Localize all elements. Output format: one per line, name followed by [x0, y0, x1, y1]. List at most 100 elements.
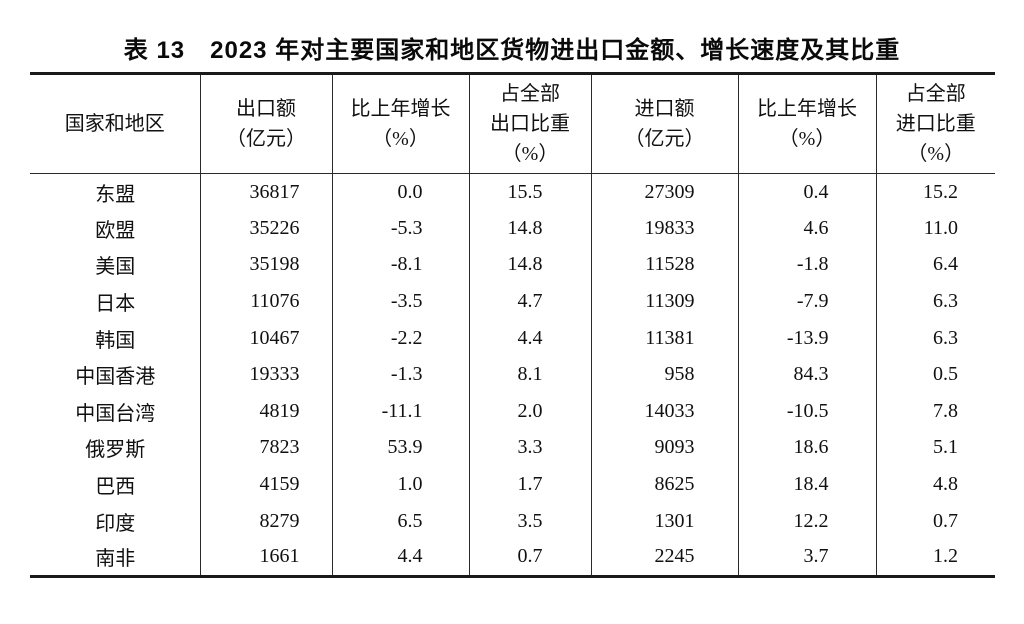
column-header-export-growth: 比上年增长 （%） [331, 73, 469, 174]
value-cell: 4159 [199, 466, 332, 503]
value-cell: 4.4 [468, 319, 591, 357]
value-cell: 11309 [590, 283, 738, 320]
table-header: 国家和地区 出口额 （亿元） 比上年增长 （%） 占全部 出口比重 （%） 进口额 （亿… [30, 73, 995, 174]
value-cell: 11076 [199, 283, 332, 320]
value-cell: 18.4 [737, 466, 876, 503]
value-cell: 1.2 [875, 539, 995, 577]
value-cell: 53.9 [331, 429, 469, 467]
column-header-country: 国家和地区 [30, 73, 200, 174]
value-cell: 0.5 [875, 356, 995, 394]
table-row: 南非 1661 4.4 0.7 2245 3.7 1.2 [30, 539, 995, 577]
value-cell: 3.3 [468, 429, 591, 467]
column-header-import: 进口额 （亿元） [590, 73, 738, 174]
country-cell: 巴西 [95, 476, 136, 499]
table-row: 美国 35198 -8.1 14.8 11528 -1.8 6.4 [30, 246, 995, 284]
value-cell: 35226 [199, 210, 332, 247]
column-header-export: 出口额 （亿元） [199, 73, 332, 174]
column-header-import-share: 占全部 进口比重 （%） [875, 73, 995, 174]
table-row: 韩国 10467 -2.2 4.4 11381 -13.9 6.3 [30, 319, 995, 357]
country-cell: 中国台湾 [75, 402, 156, 425]
table-row: 东盟 36817 0.0 15.5 27309 0.4 15.2 [30, 173, 995, 211]
value-cell: 18.6 [737, 429, 876, 467]
value-cell: 14.8 [468, 210, 591, 247]
country-cell: 韩国 [95, 329, 136, 352]
table-body: 东盟 36817 0.0 15.5 27309 0.4 15.2 欧盟 35226 -5.3 14.… [30, 173, 995, 577]
table-row: 欧盟 35226 -5.3 14.8 19833 4.6 11.0 [30, 210, 995, 247]
value-cell: -5.3 [331, 210, 469, 247]
value-cell: 10467 [199, 319, 332, 357]
value-cell: 7.8 [875, 393, 995, 430]
header-row: 国家和地区 出口额 （亿元） 比上年增长 （%） 占全部 出口比重 （%） 进口额 （亿… [30, 73, 995, 174]
value-cell: 7823 [199, 429, 332, 467]
value-cell: 15.2 [875, 173, 995, 211]
table-row: 巴西 4159 1.0 1.7 8625 18.4 4.8 [30, 466, 995, 503]
value-cell: 2.0 [468, 393, 591, 430]
country-cell: 美国 [95, 256, 136, 279]
value-cell: 8.1 [468, 356, 591, 394]
value-cell: 14.8 [468, 246, 591, 284]
value-cell: 14033 [590, 393, 738, 430]
value-cell: 3.5 [468, 502, 591, 540]
value-cell: 8625 [590, 466, 738, 503]
value-cell: 11381 [590, 319, 738, 357]
table-row: 日本 11076 -3.5 4.7 11309 -7.9 6.3 [30, 283, 995, 320]
value-cell: 15.5 [468, 173, 591, 211]
value-cell: -7.9 [737, 283, 876, 320]
country-cell: 俄罗斯 [85, 439, 146, 462]
table-row: 中国香港 19333 -1.3 8.1 958 84.3 0.5 [30, 356, 995, 394]
value-cell: 12.2 [737, 502, 876, 540]
value-cell: 19333 [199, 356, 332, 394]
table-row: 印度 8279 6.5 3.5 1301 12.2 0.7 [30, 502, 995, 540]
country-cell: 印度 [95, 512, 136, 535]
value-cell: 4.6 [737, 210, 876, 247]
value-cell: 84.3 [737, 356, 876, 394]
value-cell: 0.7 [468, 539, 591, 577]
value-cell: -3.5 [331, 283, 469, 320]
table-row: 俄罗斯 7823 53.9 3.3 9093 18.6 5.1 [30, 429, 995, 467]
value-cell: 1.7 [468, 466, 591, 503]
value-cell: 11.0 [875, 210, 995, 247]
value-cell: 5.1 [875, 429, 995, 467]
value-cell: 958 [590, 356, 738, 394]
table-caption: 表 13 2023 年对主要国家和地区货物进出口金额、增长速度及其比重 [123, 37, 901, 64]
value-cell: 36817 [199, 173, 332, 211]
value-cell: 4.8 [875, 466, 995, 503]
value-cell: 11528 [590, 246, 738, 284]
table-row: 中国台湾 4819 -11.1 2.0 14033 -10.5 7.8 [30, 393, 995, 430]
value-cell: 0.4 [737, 173, 876, 211]
country-cell: 欧盟 [95, 219, 136, 242]
value-cell: 35198 [199, 246, 332, 284]
country-cell: 南非 [95, 548, 136, 571]
value-cell: 3.7 [737, 539, 876, 577]
value-cell: -1.3 [331, 356, 469, 394]
value-cell: 8279 [199, 502, 332, 540]
value-cell: 4.4 [331, 539, 469, 577]
value-cell: 1661 [199, 539, 332, 577]
value-cell: -10.5 [737, 393, 876, 430]
value-cell: 9093 [590, 429, 738, 467]
value-cell: 6.4 [875, 246, 995, 284]
value-cell: 6.3 [875, 283, 995, 320]
value-cell: 0.0 [331, 173, 469, 211]
trade-table: 国家和地区 出口额 （亿元） 比上年增长 （%） 占全部 出口比重 （%） 进口额 （亿… [30, 72, 995, 578]
value-cell: 27309 [590, 173, 738, 211]
value-cell: 0.7 [875, 502, 995, 540]
value-cell: 6.3 [875, 319, 995, 357]
country-cell: 东盟 [95, 183, 136, 206]
value-cell: -8.1 [331, 246, 469, 284]
value-cell: -11.1 [331, 393, 469, 430]
value-cell: 19833 [590, 210, 738, 247]
value-cell: 6.5 [331, 502, 469, 540]
column-header-export-share: 占全部 出口比重 （%） [468, 73, 591, 174]
country-cell: 中国香港 [75, 366, 156, 389]
value-cell: -13.9 [737, 319, 876, 357]
value-cell: 2245 [590, 539, 738, 577]
value-cell: 1301 [590, 502, 738, 540]
value-cell: 4.7 [468, 283, 591, 320]
value-cell: -2.2 [331, 319, 469, 357]
country-cell: 日本 [95, 293, 136, 316]
value-cell: 4819 [199, 393, 332, 430]
column-header-import-growth: 比上年增长 （%） [737, 73, 876, 174]
value-cell: 1.0 [331, 466, 469, 503]
